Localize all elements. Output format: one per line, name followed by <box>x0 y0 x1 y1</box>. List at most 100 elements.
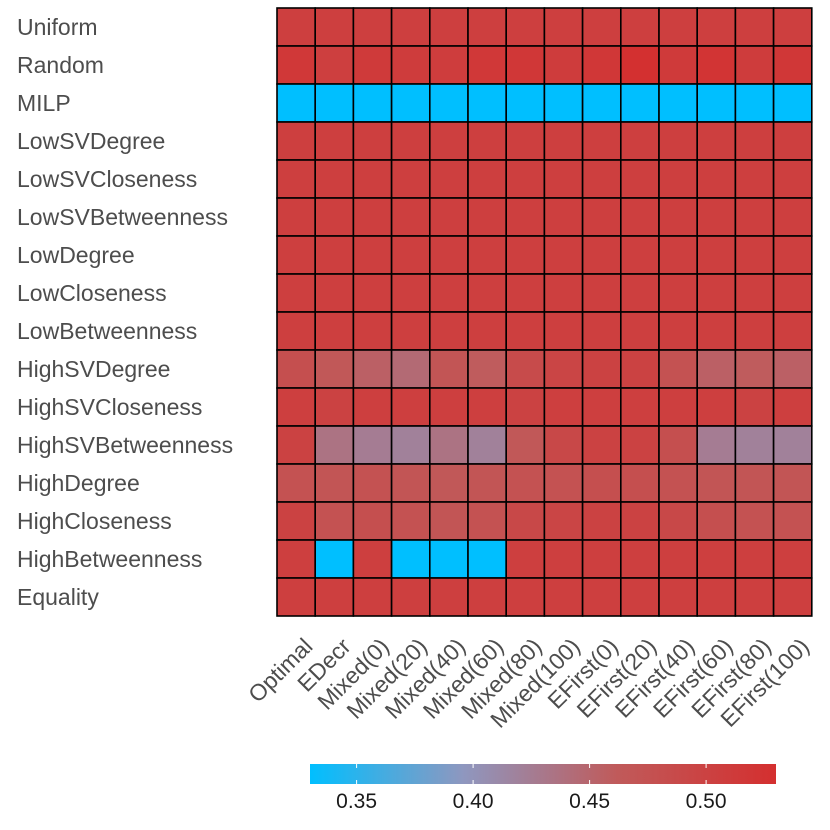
heatmap-cell <box>314 273 355 313</box>
heatmap-cell <box>658 463 699 503</box>
heatmap-cell <box>581 463 622 503</box>
heatmap-cell <box>467 235 508 275</box>
heatmap-cell <box>772 501 813 541</box>
heatmap-cell <box>543 577 584 617</box>
heatmap-cell <box>314 235 355 275</box>
heatmap-cell <box>467 463 508 503</box>
heatmap-cell <box>772 311 813 351</box>
heatmap-cell <box>276 45 317 85</box>
heatmap-cell <box>428 311 469 351</box>
heatmap-cell <box>314 159 355 199</box>
heatmap-cell <box>734 425 775 465</box>
heatmap-cell <box>314 501 355 541</box>
heatmap-cell <box>734 577 775 617</box>
heatmap-cell <box>543 387 584 427</box>
heatmap-cell <box>467 577 508 617</box>
row-labels: Uniform Random MILP LowSVDegree LowSVClosene… <box>17 14 233 610</box>
heatmap-cell <box>314 349 355 389</box>
heatmap-cell <box>581 45 622 85</box>
heatmap-cell <box>772 159 813 199</box>
heatmap-cell <box>314 83 355 123</box>
row-label: HighCloseness <box>17 508 172 534</box>
heatmap-cell <box>314 121 355 161</box>
heatmap-cell <box>505 159 546 199</box>
heatmap-cell <box>390 273 431 313</box>
heatmap-cell <box>772 197 813 237</box>
heatmap-cell <box>505 45 546 85</box>
heatmap-cell <box>276 539 317 579</box>
heatmap-cell <box>734 197 775 237</box>
column-labels: OptimalEDecrMixed(0)Mixed(20)Mixed(40)Mi… <box>243 633 814 733</box>
heatmap-cell <box>314 539 355 579</box>
heatmap-cell <box>696 539 737 579</box>
heatmap-cell <box>314 463 355 503</box>
heatmap-cell <box>505 273 546 313</box>
heatmap-cell <box>581 349 622 389</box>
heatmap-cell <box>543 121 584 161</box>
heatmap-cell <box>619 7 660 47</box>
heatmap-cell <box>505 501 546 541</box>
heatmap-cell <box>543 463 584 503</box>
heatmap-cell <box>696 121 737 161</box>
heatmap-cell <box>390 121 431 161</box>
heatmap-cell <box>352 539 393 579</box>
heatmap-cell <box>428 539 469 579</box>
heatmap-cell <box>619 197 660 237</box>
heatmap-cell <box>581 7 622 47</box>
heatmap-cell <box>658 425 699 465</box>
colorbar-gradient <box>310 764 776 784</box>
heatmap-cell <box>581 425 622 465</box>
heatmap-cell <box>276 387 317 427</box>
heatmap-cell <box>428 577 469 617</box>
heatmap-cell <box>428 387 469 427</box>
heatmap-cell <box>619 425 660 465</box>
heatmap-cell <box>428 197 469 237</box>
heatmap-cell <box>467 159 508 199</box>
heatmap-cell <box>467 197 508 237</box>
heatmap-cell <box>734 7 775 47</box>
heatmap-cell <box>658 83 699 123</box>
heatmap-cell <box>276 197 317 237</box>
colorbar-tick-label: 0.45 <box>569 790 610 813</box>
heatmap-cell <box>543 83 584 123</box>
heatmap-cell <box>467 501 508 541</box>
heatmap-cell <box>658 349 699 389</box>
heatmap-cell <box>734 463 775 503</box>
heatmap-cell <box>390 349 431 389</box>
heatmap-cell <box>352 577 393 617</box>
colorbar-tick-label: 0.35 <box>336 790 377 813</box>
heatmap-cell <box>505 387 546 427</box>
heatmap-cell <box>505 425 546 465</box>
heatmap-cell <box>543 45 584 85</box>
heatmap-cell <box>581 159 622 199</box>
heatmap-cell <box>658 539 699 579</box>
heatmap-cell <box>734 159 775 199</box>
row-label: LowCloseness <box>17 280 167 306</box>
heatmap-cell <box>276 463 317 503</box>
heatmap-cell <box>619 83 660 123</box>
row-label: LowDegree <box>17 242 135 268</box>
heatmap-cell <box>276 83 317 123</box>
heatmap-cell <box>314 577 355 617</box>
heatmap-cell <box>390 387 431 427</box>
heatmap-cell <box>314 197 355 237</box>
heatmap-cell <box>696 159 737 199</box>
heatmap-cell <box>543 159 584 199</box>
heatmap-cell <box>467 273 508 313</box>
heatmap-cell <box>467 311 508 351</box>
row-label: HighBetweenness <box>17 546 202 572</box>
heatmap-cell <box>658 387 699 427</box>
heatmap-cell <box>772 235 813 275</box>
heatmap-cell <box>390 45 431 85</box>
heatmap-cell <box>390 539 431 579</box>
heatmap-cell <box>352 235 393 275</box>
heatmap-cell <box>390 235 431 275</box>
heatmap-cell <box>581 197 622 237</box>
heatmap-cell <box>696 577 737 617</box>
row-label: LowSVCloseness <box>17 166 197 192</box>
heatmap-cell <box>276 235 317 275</box>
heatmap-cell <box>314 7 355 47</box>
heatmap-cell <box>276 7 317 47</box>
heatmap-cell <box>505 349 546 389</box>
heatmap-cell <box>696 425 737 465</box>
